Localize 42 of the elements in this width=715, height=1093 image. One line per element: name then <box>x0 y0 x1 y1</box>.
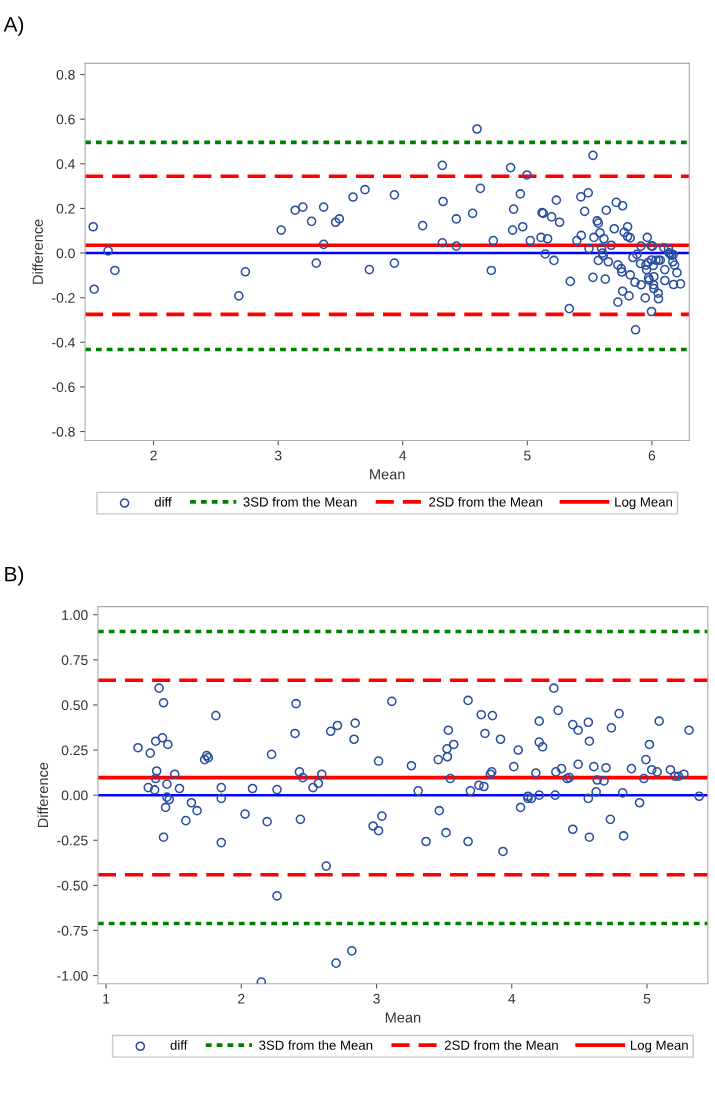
legend-label: 3SD from the Mean <box>259 1040 373 1050</box>
y-tick-label: 0.00 <box>61 790 88 801</box>
x-tick-label: 1 <box>103 993 110 1004</box>
x-axis-title: Mean <box>370 469 405 480</box>
legend-label: 2SD from the Mean <box>444 1040 558 1050</box>
legend-label: Log Mean <box>630 1040 688 1053</box>
y-tick-label: -0.25 <box>57 835 88 846</box>
y-tick-label: 0.75 <box>61 655 88 666</box>
y-tick-label: -1.00 <box>57 970 88 981</box>
x-tick-label: 5 <box>643 993 651 1004</box>
x-tick-label: 3 <box>274 450 282 461</box>
y-tick-label: 0.25 <box>61 745 88 756</box>
y-tick-label: -0.6 <box>52 382 75 393</box>
legend-label: diff <box>170 1040 188 1050</box>
y-tick-label: -0.4 <box>52 337 75 348</box>
y-axis-title: Difference <box>37 762 49 828</box>
text: A) <box>3 16 24 36</box>
y-tick-label: -0.75 <box>57 925 88 936</box>
y-tick-label: 1.00 <box>62 610 88 620</box>
x-tick-label: 2 <box>150 450 157 461</box>
x-axis-title: Mean <box>385 1012 421 1023</box>
legend-label: Log Mean <box>615 497 672 510</box>
legend-label: diff <box>154 496 172 507</box>
y-tick-label: 0.0 <box>56 248 75 259</box>
y-tick-label: 0.4 <box>56 159 75 169</box>
y-tick-label: 0.8 <box>56 69 75 80</box>
x-tick-label: 5 <box>524 450 531 461</box>
x-tick-label: 2 <box>238 993 245 1004</box>
y-tick-label: -0.8 <box>52 426 75 437</box>
text: B) <box>5 566 24 586</box>
x-tick-label: 4 <box>399 450 407 461</box>
y-tick-label: -0.50 <box>57 880 88 891</box>
x-tick-label: 6 <box>648 450 656 461</box>
y-axis-title: Difference <box>32 219 43 284</box>
legend-label: 3SD from the Mean <box>243 496 357 507</box>
x-tick-label: 3 <box>373 993 380 1004</box>
x-tick-label: 4 <box>508 993 516 1004</box>
y-tick-label: 0.50 <box>61 700 88 711</box>
y-tick-label: 0.6 <box>56 114 75 125</box>
legend-label: 2SD from the Mean <box>429 496 543 507</box>
y-tick-label: 0.2 <box>56 203 75 214</box>
y-tick-label: -0.2 <box>52 293 75 303</box>
